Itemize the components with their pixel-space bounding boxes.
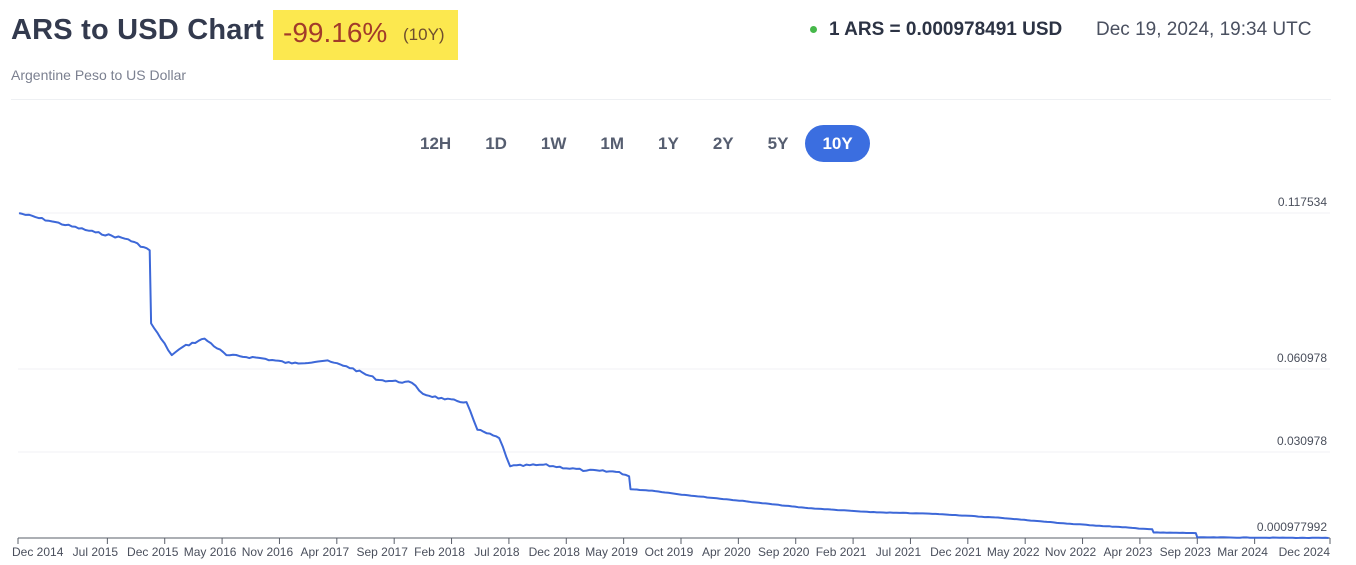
range-button-1w[interactable]: 1W xyxy=(540,134,567,153)
x-tick-label: Dec 2014 xyxy=(12,545,64,559)
x-tick-label: Jul 2015 xyxy=(73,545,119,559)
x-tick-label: Apr 2020 xyxy=(702,545,751,559)
x-tick-label: Nov 2022 xyxy=(1045,545,1097,559)
exchange-rate: 1 ARS = 0.000978491 USD xyxy=(829,19,1063,40)
y-tick-label: 0.030978 xyxy=(1277,434,1327,448)
rate-series-line xyxy=(18,212,1329,539)
range-button-2y[interactable]: 2Y xyxy=(712,134,734,153)
x-tick-label: Sep 2017 xyxy=(356,545,408,559)
range-button-10y[interactable]: 10Y xyxy=(805,125,870,162)
header-divider xyxy=(11,99,1331,100)
x-tick-label: Dec 2024 xyxy=(1279,545,1331,559)
time-range-selector: 12H 1D 1W 1M 1Y 2Y 5Y 10Y xyxy=(403,125,870,162)
change-period: (10Y) xyxy=(403,25,445,44)
y-tick-label: 0.060978 xyxy=(1277,351,1327,365)
x-tick-label: May 2016 xyxy=(184,545,237,559)
x-tick-label: May 2019 xyxy=(585,545,638,559)
x-tick-label: Dec 2015 xyxy=(127,545,179,559)
chart-grid xyxy=(18,212,1330,539)
range-button-1m[interactable]: 1M xyxy=(600,134,625,153)
x-tick-label: Jul 2018 xyxy=(474,545,520,559)
range-button-1y[interactable]: 1Y xyxy=(658,134,679,153)
x-tick-label: Feb 2021 xyxy=(816,545,867,559)
range-button-1d[interactable]: 1D xyxy=(485,134,507,153)
page-subtitle: Argentine Peso to US Dollar xyxy=(11,67,187,83)
live-status-dot-icon xyxy=(810,26,817,33)
x-tick-label: Dec 2021 xyxy=(930,545,982,559)
x-tick-label: Apr 2017 xyxy=(300,545,349,559)
rate-timestamp: Dec 19, 2024, 19:34 UTC xyxy=(1096,19,1312,40)
x-tick-label: Jul 2021 xyxy=(876,545,922,559)
x-tick-label: May 2022 xyxy=(987,545,1040,559)
change-percent: -99.16% xyxy=(283,17,388,48)
y-tick-label: 0.000977992 xyxy=(1257,520,1327,534)
x-tick-label: Dec 2018 xyxy=(529,545,581,559)
y-axis: 0.117534 0.060978 0.030978 0.000977992 xyxy=(1257,195,1327,534)
x-tick-label: Apr 2023 xyxy=(1104,545,1153,559)
x-tick-label: Nov 2016 xyxy=(242,545,294,559)
x-tick-label: Feb 2018 xyxy=(414,545,465,559)
x-axis: Dec 2014 Jul 2015 Dec 2015 May 2016 Nov 2016… xyxy=(12,538,1331,559)
range-button-5y[interactable]: 5Y xyxy=(767,134,789,153)
page-title: ARS to USD Chart xyxy=(11,14,264,46)
x-tick-label: Sep 2023 xyxy=(1160,545,1212,559)
x-tick-label: Sep 2020 xyxy=(758,545,810,559)
range-button-12h[interactable]: 12H xyxy=(420,134,452,153)
change-badge: -99.16% (10Y) xyxy=(273,10,458,60)
x-tick-label: Oct 2019 xyxy=(645,545,694,559)
y-tick-label: 0.117534 xyxy=(1278,195,1327,209)
x-tick-label: Mar 2024 xyxy=(1217,545,1268,559)
